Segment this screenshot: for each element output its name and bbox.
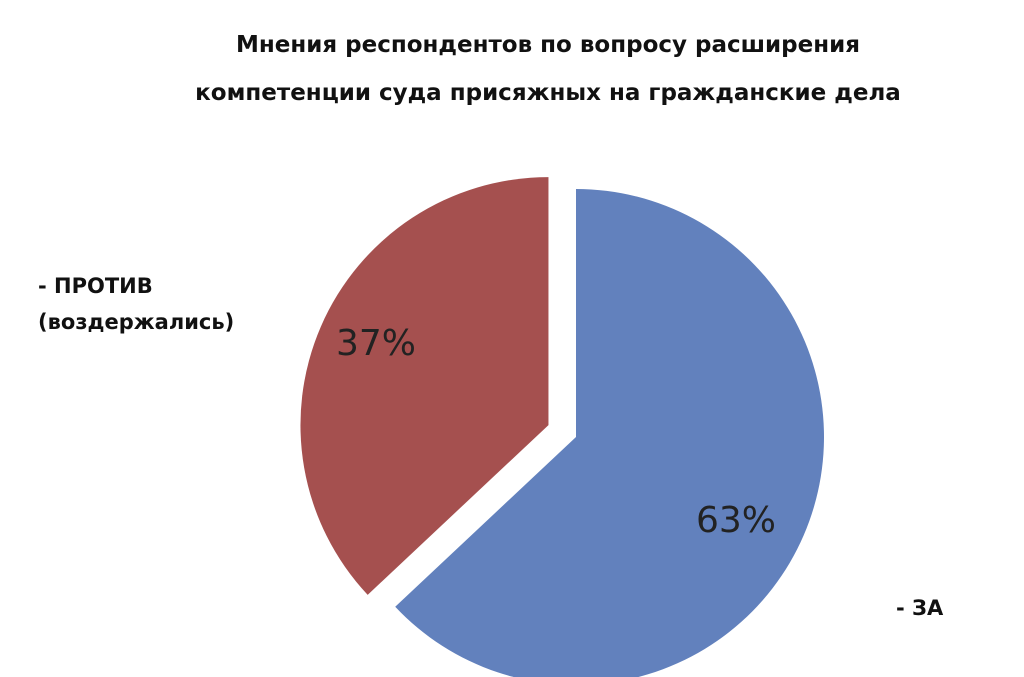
category-label: - ПРОТИВ (воздержались) [38, 274, 235, 334]
category-label: - ЗА [896, 596, 944, 620]
value-label: 37% [336, 323, 416, 364]
chart-title: Мнения респондентов по вопросу расширени… [236, 32, 860, 58]
value-label: 63% [696, 500, 776, 541]
chart-title: компетенции суда присяжных на граждански… [195, 80, 901, 106]
pie-slice [395, 189, 824, 677]
pie-slice [300, 177, 549, 595]
